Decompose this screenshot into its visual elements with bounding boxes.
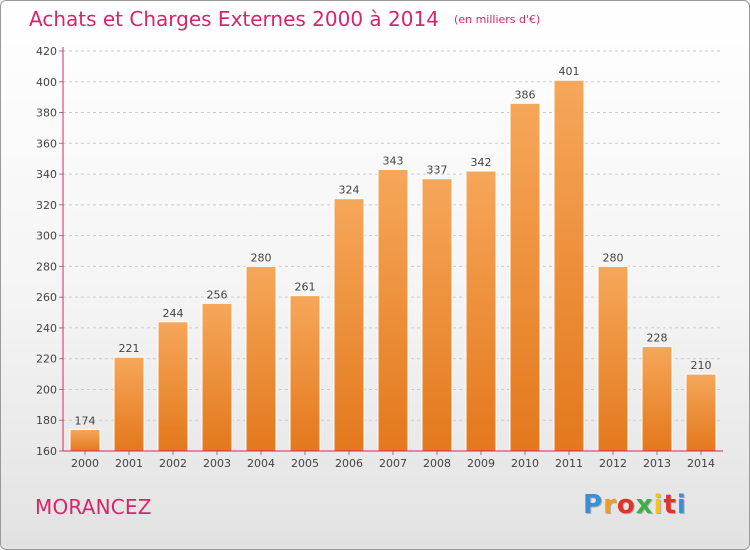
logo-letter: t: [663, 490, 677, 520]
y-tick-label: 340: [36, 168, 57, 181]
y-tick-label: 380: [36, 107, 57, 120]
data-label: 174: [75, 414, 96, 427]
y-tick-label: 200: [36, 383, 57, 396]
x-tick-label: 2000: [71, 457, 99, 470]
y-tick-label: 300: [36, 230, 57, 243]
data-label: 261: [295, 281, 316, 294]
data-label: 280: [251, 251, 272, 264]
data-label: 342: [471, 156, 492, 169]
x-tick-label: 2014: [687, 457, 715, 470]
y-tick-label: 280: [36, 260, 57, 273]
x-tick-label: 2004: [247, 457, 275, 470]
x-tick-label: 2012: [599, 457, 627, 470]
x-tick-label: 2002: [159, 457, 187, 470]
y-tick-label: 180: [36, 414, 57, 427]
y-tick-label: 320: [36, 199, 57, 212]
municipality-name: MORANCEZ: [35, 495, 152, 519]
logo-letter: P: [583, 490, 604, 520]
bar: [289, 295, 321, 452]
bar: [509, 102, 541, 452]
data-label: 324: [339, 184, 360, 197]
bar: [69, 428, 101, 452]
logo-letter: i: [676, 490, 687, 520]
x-tick-label: 2013: [643, 457, 671, 470]
bar: [685, 373, 717, 452]
bar: [201, 302, 233, 452]
x-tick-label: 2009: [467, 457, 495, 470]
bar: [641, 345, 673, 452]
bar: [157, 321, 189, 452]
data-label: 244: [163, 307, 184, 320]
data-label: 280: [603, 251, 624, 264]
x-tick-label: 2010: [511, 457, 539, 470]
bar: [245, 265, 277, 452]
axes: [59, 47, 723, 455]
bars: [69, 79, 717, 452]
y-tick-label: 160: [36, 445, 57, 458]
chart-subtitle: (en milliers d'€): [454, 13, 541, 26]
chart-header: Achats et Charges Externes 2000 à 2014 (…: [29, 7, 540, 31]
y-tick-label: 420: [36, 45, 57, 58]
x-tick-label: 2006: [335, 457, 363, 470]
x-tick-label: 2001: [115, 457, 143, 470]
data-label: 337: [427, 164, 448, 177]
data-label: 401: [559, 65, 580, 78]
y-tick-label: 360: [36, 137, 57, 150]
data-label: 210: [691, 359, 712, 372]
y-tick-label: 260: [36, 291, 57, 304]
bar: [465, 170, 497, 452]
x-tick-label: 2007: [379, 457, 407, 470]
data-label: 228: [647, 331, 668, 344]
proxiti-logo: Proxiti: [583, 490, 687, 520]
y-tick-label: 400: [36, 76, 57, 89]
bar: [421, 178, 453, 452]
y-tick-label: 220: [36, 353, 57, 366]
y-tick-label: 240: [36, 322, 57, 335]
bar: [333, 198, 365, 452]
x-tick-label: 2005: [291, 457, 319, 470]
data-label: 343: [383, 154, 404, 167]
logo-letter: o: [616, 490, 636, 520]
logo-letter: i: [653, 490, 664, 520]
bar: [597, 265, 629, 452]
bar: [377, 168, 409, 452]
data-label: 386: [515, 88, 536, 101]
chart-title: Achats et Charges Externes 2000 à 2014: [29, 7, 439, 31]
x-tick-label: 2008: [423, 457, 451, 470]
data-label: 256: [207, 288, 228, 301]
x-tick-label: 2011: [555, 457, 583, 470]
labels: 160 180 200 220 240 260 280 300 320 340 360 380 400 4…: [36, 45, 715, 470]
bar: [113, 356, 145, 452]
logo-letter: x: [635, 490, 654, 520]
bar: [553, 79, 585, 452]
logo-letter: r: [603, 490, 617, 520]
x-tick-label: 2003: [203, 457, 231, 470]
data-label: 221: [119, 342, 140, 355]
